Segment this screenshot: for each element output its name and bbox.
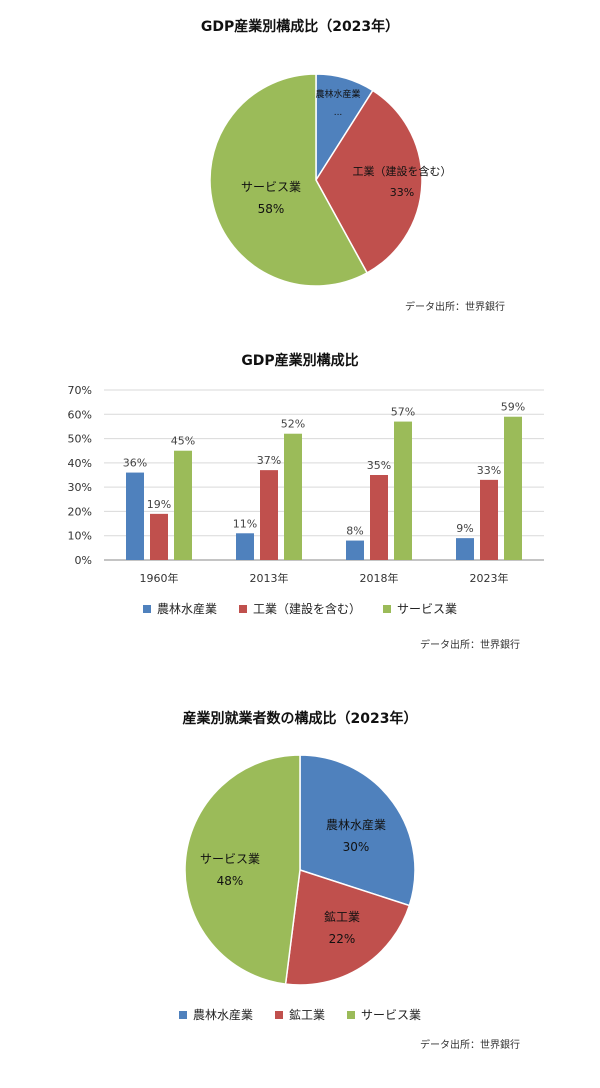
slice-value-label: 30% [343, 840, 370, 854]
x-tick-label: 2013年 [250, 571, 289, 585]
slice-value-label: 58% [258, 202, 285, 216]
slice-label: 工業（建設を含む） [353, 164, 452, 178]
bar-value-label: 19% [147, 498, 171, 511]
bar [236, 533, 254, 560]
source-note: データ出所：世界銀行 [420, 640, 520, 651]
pie-chart: 農林水産業 30% 鉱工業 22% サービス業 48% [184, 754, 416, 986]
legend-item-mining-industry: 鉱工業 [274, 1006, 325, 1023]
legend-swatch [178, 1010, 187, 1019]
bar-value-label: 35% [367, 459, 391, 472]
chart-employment-pie-2023: 産業別就業者数の構成比（2023年） 農林水産業 30% 鉱工業 22% サービス業 48… [0, 690, 600, 1088]
slice-value-label: 22% [329, 932, 356, 946]
slice-value-label: 33% [390, 186, 414, 199]
y-tick-label: 0% [75, 554, 92, 567]
chart-gdp-pie-2023: GDP産業別構成比（2023年） 農林水産業... 工業（建設を含む） 33% サービ… [0, 0, 600, 320]
legend-swatch [238, 604, 247, 613]
y-tick-label: 10% [68, 530, 92, 543]
legend-label: サービス業 [397, 602, 458, 616]
x-tick-label: 2023年 [470, 571, 509, 585]
legend-label: 鉱工業 [288, 1008, 325, 1022]
slice-label: 鉱工業 [324, 909, 360, 924]
x-tick-label: 2018年 [360, 571, 399, 585]
slice-value-label: 48% [217, 874, 244, 888]
bar [260, 470, 278, 560]
bar [394, 421, 412, 560]
bar-value-label: 33% [477, 464, 501, 477]
bar-value-label: 36% [123, 457, 147, 470]
legend-item-industry: 工業（建設を含む） [238, 600, 361, 617]
pie-legend: 農林水産業 鉱工業 サービス業 [0, 1006, 600, 1023]
slice-label: 農林水産業 [315, 88, 360, 100]
y-tick-label: 30% [68, 481, 92, 494]
chart-gdp-bar: GDP産業別構成比 0% 10% 20% 30% 40% 50% 60% 70% 36% 19% 4… [0, 330, 600, 670]
bar [150, 513, 168, 560]
pie-slice [184, 754, 301, 985]
source-note: データ出所：世界銀行 [405, 302, 505, 313]
legend-item-services: サービス業 [347, 1006, 421, 1023]
bar [456, 538, 474, 560]
legend-swatch [383, 604, 391, 613]
legend-swatch [274, 1010, 283, 1019]
chart-title: GDP産業別構成比 [241, 353, 359, 369]
legend-swatch [347, 1010, 355, 1019]
y-tick-label: 40% [68, 457, 92, 470]
bar [174, 450, 192, 560]
legend-label: サービス業 [361, 1008, 422, 1022]
slice-label: サービス業 [200, 852, 260, 866]
slice-label: 農林水産業 [326, 817, 386, 832]
legend-item-agriculture: 農林水産業 [178, 1006, 253, 1023]
bar-value-label: 37% [257, 454, 281, 467]
source-note: データ出所：世界銀行 [420, 1040, 520, 1051]
legend-item-agriculture: 農林水産業 [142, 600, 217, 617]
pie-chart: 農林水産業... 工業（建設を含む） 33% サービス業 58% [209, 73, 452, 287]
slice-value-label: ... [334, 108, 343, 118]
bar [480, 479, 498, 560]
pie-slice [299, 754, 416, 907]
pie-slice [209, 73, 369, 287]
y-tick-label: 20% [68, 505, 92, 518]
bar-legend: 農林水産業 工業（建設を含む） サービス業 [0, 600, 600, 617]
bar-value-label: 59% [501, 401, 525, 414]
bar [370, 475, 388, 560]
bar [346, 540, 364, 560]
y-tick-label: 50% [68, 433, 92, 446]
bar-value-label: 45% [171, 435, 195, 448]
pie-slice [284, 869, 411, 986]
bar [126, 472, 144, 560]
bar-value-label: 52% [281, 418, 305, 431]
legend-item-services: サービス業 [383, 600, 457, 617]
slice-label: サービス業 [241, 180, 301, 194]
chart-title: GDP産業別構成比（2023年） [200, 19, 400, 35]
bar-value-label: 9% [456, 522, 473, 535]
legend-label: 工業（建設を含む） [252, 602, 361, 616]
bar-chart: 0% 10% 20% 30% 40% 50% 60% 70% 36% 19% 45% 1960年 11%… [68, 384, 544, 585]
chart-title: 産業別就業者数の構成比（2023年） [182, 711, 418, 727]
bar-value-label: 8% [346, 525, 363, 538]
x-tick-label: 1960年 [140, 571, 179, 585]
legend-label: 農林水産業 [192, 1008, 253, 1022]
bar [504, 416, 522, 560]
y-tick-label: 60% [68, 408, 92, 421]
legend-swatch [142, 604, 151, 613]
bar-value-label: 57% [391, 406, 415, 419]
y-tick-label: 70% [68, 384, 92, 397]
legend-label: 農林水産業 [156, 602, 217, 616]
bar [284, 433, 302, 560]
bar-value-label: 11% [233, 517, 257, 530]
